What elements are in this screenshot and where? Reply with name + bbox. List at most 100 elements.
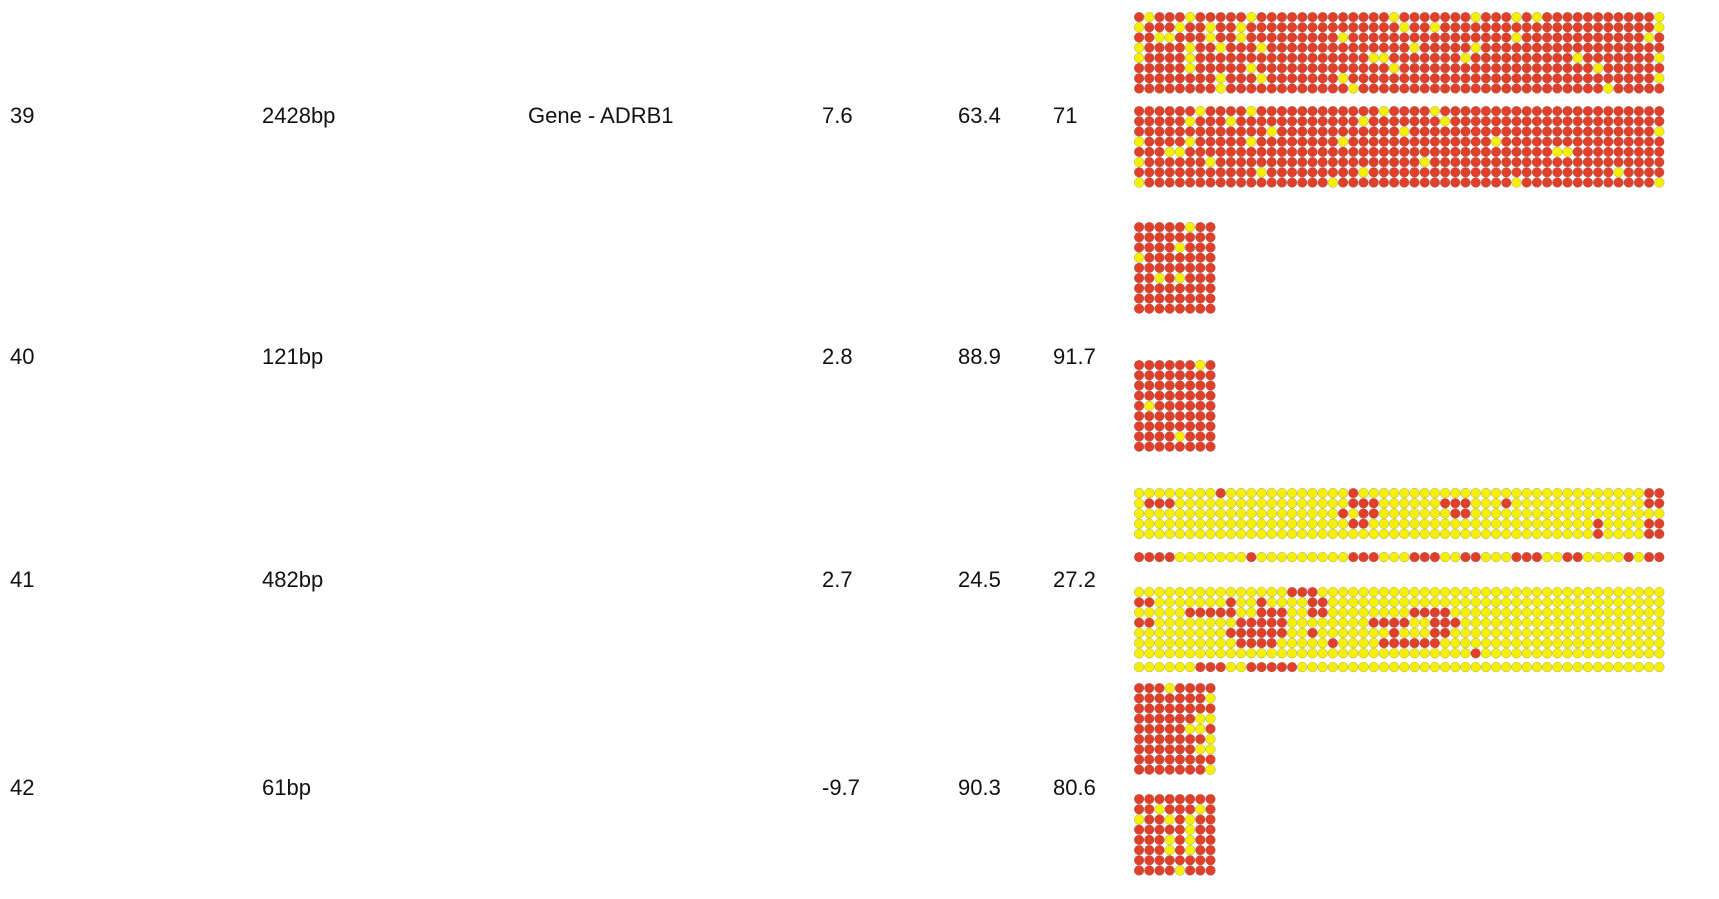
cpg-dot (1215, 607, 1226, 618)
cpg-dot (1327, 597, 1338, 608)
cpg-dot (1276, 157, 1287, 168)
cpg-dot (1256, 126, 1267, 137)
cpg-dot (1389, 662, 1400, 673)
cpg-dot (1572, 146, 1583, 157)
cpg-dot (1338, 597, 1349, 608)
cpg-dot (1582, 136, 1593, 147)
cpg-dot (1144, 723, 1155, 734)
cpg-dot (1572, 617, 1583, 628)
cpg-dot (1460, 488, 1471, 499)
cpg-dot (1195, 73, 1206, 84)
cpg-dot (1195, 713, 1206, 724)
cpg-dot (1562, 177, 1573, 188)
cpg-dot (1644, 607, 1655, 618)
cpg-dot (1572, 638, 1583, 649)
cpg-dot (1470, 627, 1481, 638)
cpg-dot (1287, 116, 1298, 127)
cpg-dot (1266, 157, 1277, 168)
cpg-dot (1174, 617, 1185, 628)
cpg-dot (1287, 528, 1298, 539)
cpg-dot (1644, 12, 1655, 23)
cpg-dot (1542, 518, 1553, 529)
cpg-dot (1185, 794, 1196, 805)
cpg-dot (1368, 528, 1379, 539)
cpg-dot (1348, 617, 1359, 628)
cpg-dot (1623, 607, 1634, 618)
cpg-dot (1470, 167, 1481, 178)
cpg-dot (1491, 488, 1502, 499)
cpg-dot (1419, 32, 1430, 43)
cpg-dot (1174, 421, 1185, 432)
cpg-dot (1593, 116, 1604, 127)
cpg-dot (1144, 627, 1155, 638)
cpg-dot (1134, 587, 1145, 598)
cpg-dot (1185, 400, 1196, 411)
cpg-dot (1195, 167, 1206, 178)
cpg-dot (1572, 597, 1583, 608)
cpg-dot (1185, 431, 1196, 442)
cpg-dot (1378, 662, 1389, 673)
cpg-dot (1491, 83, 1502, 94)
cpg-dot (1154, 855, 1165, 866)
cpg-dot (1633, 12, 1644, 23)
cpg-dot (1521, 116, 1532, 127)
cpg-dot (1654, 597, 1665, 608)
cpg-dot (1205, 648, 1216, 659)
cpg-dot (1419, 587, 1430, 598)
cpg-dot (1246, 597, 1257, 608)
cpg-dot (1185, 744, 1196, 755)
cpg-dot (1205, 32, 1216, 43)
cpg-dot (1164, 380, 1175, 391)
cpg-dot (1511, 32, 1522, 43)
cpg-dot (1134, 242, 1145, 253)
cpg-dot (1256, 42, 1267, 53)
cpg-dot (1460, 617, 1471, 628)
cpg-dot (1276, 32, 1287, 43)
cpg-dot (1460, 12, 1471, 23)
row-42-length: 61bp (262, 775, 311, 800)
cpg-dot (1470, 508, 1481, 519)
cpg-dot (1164, 400, 1175, 411)
cpg-dot (1480, 83, 1491, 94)
cpg-dot (1185, 734, 1196, 745)
cpg-dot (1154, 390, 1165, 401)
cpg-dot (1399, 12, 1410, 23)
cpg-dot (1593, 83, 1604, 94)
cpg-dot (1552, 627, 1563, 638)
cpg-dot (1552, 32, 1563, 43)
cpg-dot (1144, 222, 1155, 233)
cpg-dot (1613, 498, 1624, 509)
cpg-dot (1613, 648, 1624, 659)
cpg-dot (1338, 22, 1349, 33)
cpg-dot (1205, 723, 1216, 734)
cpg-dot (1378, 52, 1389, 63)
cpg-dot (1195, 764, 1206, 775)
cpg-dot (1307, 73, 1318, 84)
cpg-dot (1623, 587, 1634, 598)
cpg-dot (1287, 63, 1298, 74)
cpg-dot (1450, 617, 1461, 628)
cpg-dot (1450, 508, 1461, 519)
cpg-dot (1134, 83, 1145, 94)
cpg-dot (1399, 518, 1410, 529)
cpg-dot (1174, 360, 1185, 371)
cpg-dot (1307, 662, 1318, 673)
cpg-dot (1572, 508, 1583, 519)
cpg-dot (1633, 627, 1644, 638)
cpg-dot (1623, 627, 1634, 638)
cpg-dot (1205, 617, 1216, 628)
cpg-dot (1409, 597, 1420, 608)
cpg-dot (1501, 518, 1512, 529)
cpg-dot (1460, 22, 1471, 33)
cpg-dot (1562, 136, 1573, 147)
cpg-dot (1174, 431, 1185, 442)
cpg-dot (1623, 528, 1634, 539)
cpg-dot (1429, 488, 1440, 499)
cpg-dot (1174, 855, 1185, 866)
cpg-dot (1205, 824, 1216, 835)
cpg-dot (1215, 63, 1226, 74)
cpg-dot (1144, 488, 1155, 499)
cpg-dot (1440, 126, 1451, 137)
cpg-dot (1603, 83, 1614, 94)
cpg-dot (1358, 552, 1369, 563)
